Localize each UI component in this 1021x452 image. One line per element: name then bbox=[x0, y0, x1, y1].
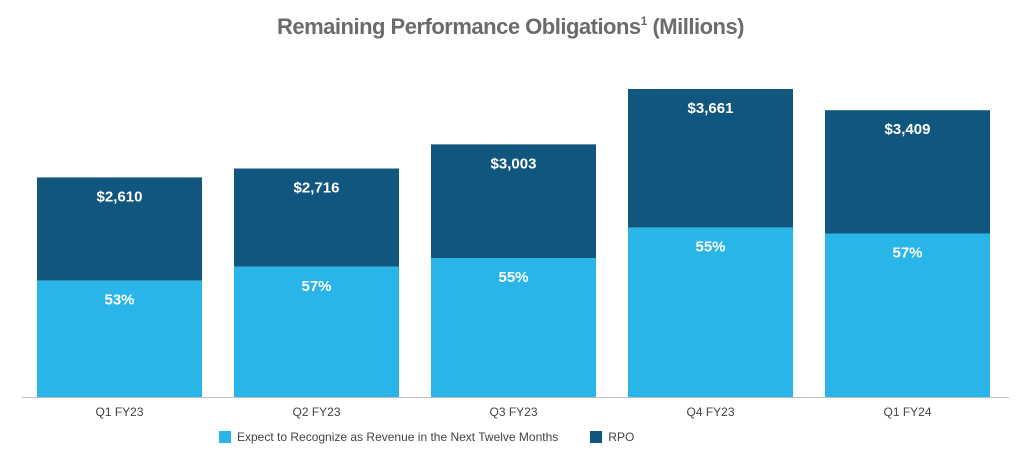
total-label-q4-fy23: $3,661 bbox=[688, 100, 734, 117]
legend-label-next-twelve-months: Expect to Recognize as Revenue in the Ne… bbox=[237, 430, 559, 444]
x-tick-label-q1-fy24: Q1 FY24 bbox=[883, 405, 931, 419]
chart-title-text: Remaining Performance Obligations bbox=[276, 14, 641, 39]
pct-label-q2-fy23: 57% bbox=[301, 278, 331, 295]
total-label-q2-fy23: $2,716 bbox=[294, 180, 340, 197]
pct-label-q4-fy23: 55% bbox=[695, 239, 725, 256]
pct-label-q3-fy23: 55% bbox=[498, 269, 528, 286]
bar-next-twelve-months-q1-fy23 bbox=[37, 280, 202, 397]
x-tick-label-q4-fy23: Q4 FY23 bbox=[686, 405, 734, 419]
pct-label-q1-fy23: 53% bbox=[104, 292, 134, 309]
total-label-q1-fy23: $2,610 bbox=[97, 188, 143, 205]
title-footnote-marker: 1 bbox=[640, 14, 648, 28]
bar-rpo-q1-fy24 bbox=[825, 110, 990, 234]
bar-next-twelve-months-q3-fy23 bbox=[431, 258, 596, 397]
pct-label-q1-fy24: 57% bbox=[892, 245, 922, 262]
legend-swatch-rpo bbox=[590, 431, 603, 443]
bar-rpo-q2-fy23 bbox=[234, 168, 399, 267]
legend-item-next-twelve-months: Expect to Recognize as Revenue in the Ne… bbox=[219, 430, 558, 444]
bar-rpo-q1-fy23 bbox=[37, 177, 202, 281]
total-label-q3-fy23: $3,003 bbox=[491, 155, 537, 172]
bar-next-twelve-months-q2-fy23 bbox=[234, 266, 399, 397]
x-tick-label-q3-fy23: Q3 FY23 bbox=[489, 405, 537, 419]
chart-title: Remaining Performance Obligations1 (Mill… bbox=[0, 14, 1021, 40]
x-tick-label-q2-fy23: Q2 FY23 bbox=[292, 405, 340, 419]
total-label-q1-fy24: $3,409 bbox=[885, 121, 931, 138]
bar-rpo-q4-fy23 bbox=[628, 89, 793, 228]
chart-legend: Expect to Recognize as Revenue in the Ne… bbox=[219, 429, 634, 445]
stacked-bar-chart: $2,610 53% Q1 FY23 $2,716 57% Q2 FY23 $3,003 55… bbox=[22, 89, 1009, 419]
bar-next-twelve-months-q1-fy24 bbox=[825, 233, 990, 397]
legend-item-rpo: RPO bbox=[590, 430, 634, 444]
chart-title-suffix: (Millions) bbox=[646, 14, 745, 39]
legend-label-rpo: RPO bbox=[608, 430, 635, 444]
legend-swatch-next-twelve-months bbox=[219, 431, 231, 443]
bar-next-twelve-months-q4-fy23 bbox=[628, 227, 793, 397]
bar-rpo-q3-fy23 bbox=[431, 144, 596, 259]
x-tick-label-q1-fy23: Q1 FY23 bbox=[95, 405, 143, 419]
